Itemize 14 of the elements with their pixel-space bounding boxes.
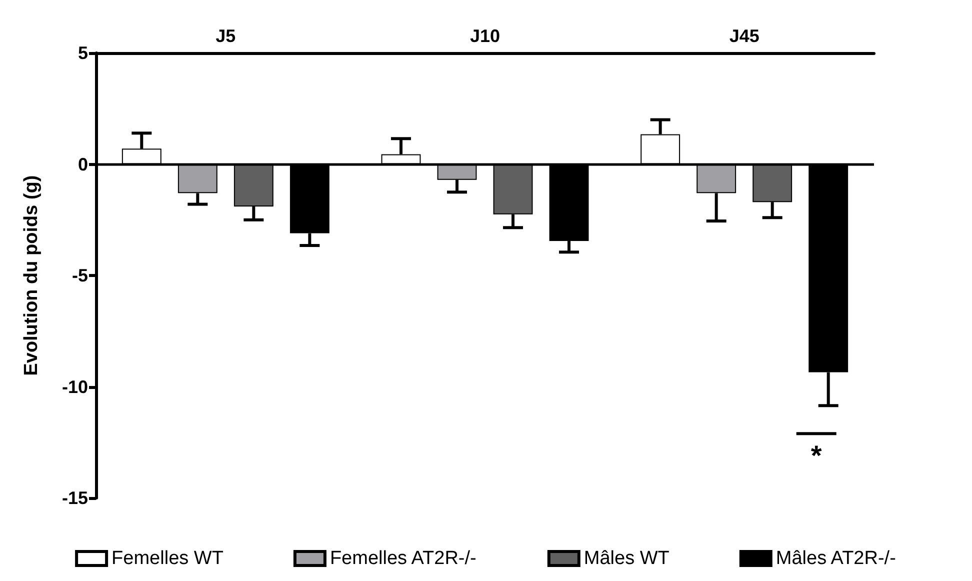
x-tick-label: J45 [729,26,760,46]
y-axis-title: Evolution du poids (g) [21,175,42,376]
y-tick-label: 5 [78,43,88,63]
y-tick-label: -5 [72,266,88,286]
legend-label: Femelles AT2R-/- [330,548,476,569]
annotation: * [810,440,822,472]
y-tick-label: -10 [62,376,88,397]
y-tick-label: 0 [78,154,88,174]
x-tick-label: J10 [470,26,500,46]
legend-label: Mâles AT2R-/- [776,548,896,569]
x-tick-label: J5 [216,26,236,46]
y-tick-label: -15 [62,488,88,508]
legend-label: Femelles WT [112,548,224,569]
legend-label: Mâles WT [584,548,670,569]
